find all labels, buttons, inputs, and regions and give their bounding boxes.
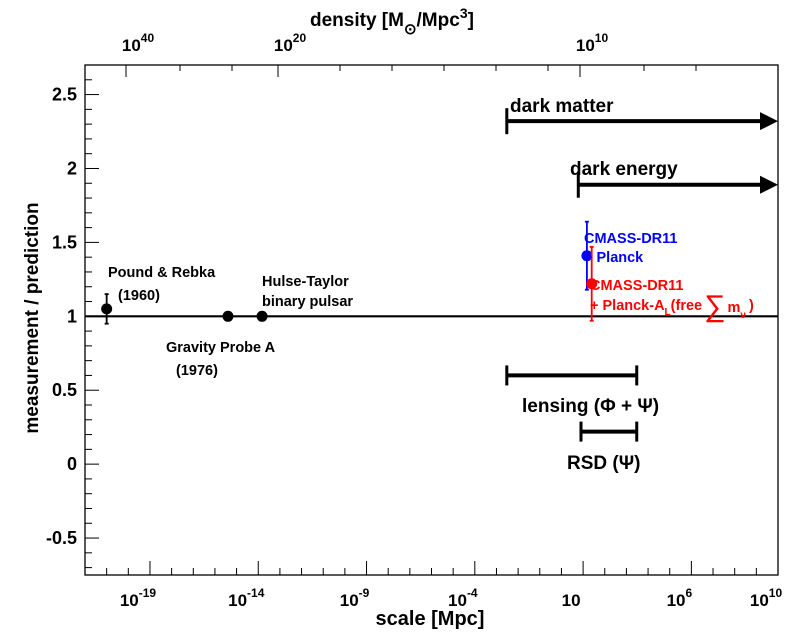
gravity-probe-year: (1976) bbox=[176, 363, 218, 379]
hulse-taylor-label: Hulse-Taylor bbox=[262, 274, 349, 290]
hulse-taylor-sublabel: binary pulsar bbox=[262, 294, 353, 310]
x-tick-label: 10-4 bbox=[448, 586, 478, 610]
gravity-probe-label: Gravity Probe A bbox=[166, 340, 276, 356]
plot-frame bbox=[84, 64, 779, 576]
chart-marks bbox=[85, 108, 778, 442]
x-tick-label: 10-19 bbox=[120, 586, 157, 610]
y-tick-label: 1.5 bbox=[52, 232, 77, 252]
lensing-label: lensing (Φ + Ψ) bbox=[522, 396, 659, 417]
axis-ticks: -0.5 0 0.5 1 1.5 2 2.5 10-19 10-14 10-9 10-4 10 106 1… bbox=[46, 31, 782, 610]
y-tick-label: 1 bbox=[67, 306, 77, 326]
cmass-planck-label: CMASS-DR11 bbox=[584, 231, 677, 247]
data-point bbox=[256, 310, 268, 322]
top-tick-label: 1040 bbox=[122, 31, 155, 55]
y-tick-label: 0 bbox=[67, 454, 77, 474]
range-arrowhead bbox=[760, 175, 778, 194]
data-point bbox=[581, 250, 593, 262]
cmass-planck-al-label: CMASS-DR11 bbox=[590, 278, 683, 294]
top-axis-label: density [M⊙/Mpc3] bbox=[310, 5, 474, 38]
top-tick-label: 1020 bbox=[274, 31, 307, 55]
y-tick-label: -0.5 bbox=[46, 528, 77, 548]
x-tick-label: 10-9 bbox=[340, 586, 370, 610]
top-tick-label: 1010 bbox=[576, 31, 609, 55]
y-axis-label: measurement / prediction bbox=[22, 202, 43, 433]
pound-rebka-year: (1960) bbox=[118, 288, 160, 304]
rsd-label: RSD (Ψ) bbox=[567, 453, 640, 474]
pound-rebka-label: Pound & Rebka bbox=[108, 265, 216, 281]
data-point bbox=[586, 278, 598, 290]
x-tick-label: 10 bbox=[562, 591, 581, 610]
y-tick-label: 0.5 bbox=[52, 380, 77, 400]
range-arrowhead bbox=[760, 112, 778, 131]
data-point bbox=[101, 303, 113, 315]
x-tick-label: 106 bbox=[667, 586, 693, 610]
y-tick-label: 2.5 bbox=[52, 85, 77, 105]
x-tick-label: 1010 bbox=[750, 586, 783, 610]
cmass-planck-al-sublabel: + Planck-AL(free∑ mν) bbox=[590, 290, 754, 323]
cmass-planck-sublabel: + Planck bbox=[584, 250, 644, 266]
dark-energy-label: dark energy bbox=[570, 159, 678, 180]
y-tick-label: 2 bbox=[67, 158, 77, 178]
dark-matter-label: dark matter bbox=[510, 96, 614, 117]
data-point bbox=[222, 310, 234, 322]
x-tick-label: 10-14 bbox=[228, 586, 265, 610]
x-axis-label: scale [Mpc] bbox=[376, 608, 485, 630]
